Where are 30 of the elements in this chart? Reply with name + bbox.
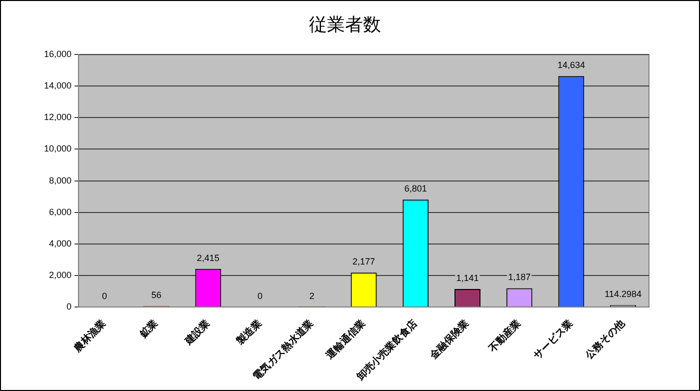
x-tick-label: 不動産業 — [486, 318, 524, 356]
data-label: 1,141 — [456, 272, 479, 283]
x-tick-label: 運輸通信業 — [323, 318, 368, 362]
y-tick-label: 12,000 — [44, 112, 72, 122]
data-label: 6,801 — [404, 184, 427, 194]
x-tick-label: サービス業 — [531, 318, 576, 362]
x-tick-label: 建設業 — [182, 318, 212, 348]
data-label: 14,634 — [557, 60, 585, 70]
data-label: 0 — [102, 290, 107, 301]
x-tick-label: 農林漁業 — [70, 318, 108, 356]
y-tick-label: 8,000 — [48, 175, 72, 186]
y-tick-label: 16,000 — [44, 49, 72, 60]
chart-title: 従業者数 — [309, 14, 381, 36]
x-tick-label: 鉱業 — [136, 318, 160, 341]
data-label: 114.2984 — [604, 289, 642, 300]
x-tick-label: 製造業 — [234, 318, 264, 348]
y-tick-label: 0 — [66, 301, 72, 312]
x-tick-label: 公務その他 — [582, 316, 628, 362]
y-tick-label: 6,000 — [48, 206, 72, 217]
data-label: 2 — [309, 290, 314, 301]
data-label: 0 — [258, 290, 263, 301]
data-label: 2,415 — [196, 252, 220, 263]
y-tick-label: 10,000 — [44, 144, 72, 154]
data-label: 2,177 — [352, 256, 376, 267]
y-tick-label: 2,000 — [48, 270, 72, 280]
x-tick-label: 金融保険業 — [426, 318, 472, 362]
y-tick-label: 4,000 — [48, 238, 72, 248]
data-label: 56 — [151, 290, 162, 300]
data-label: 1,187 — [508, 272, 531, 282]
y-tick-label: 14,000 — [44, 80, 72, 91]
